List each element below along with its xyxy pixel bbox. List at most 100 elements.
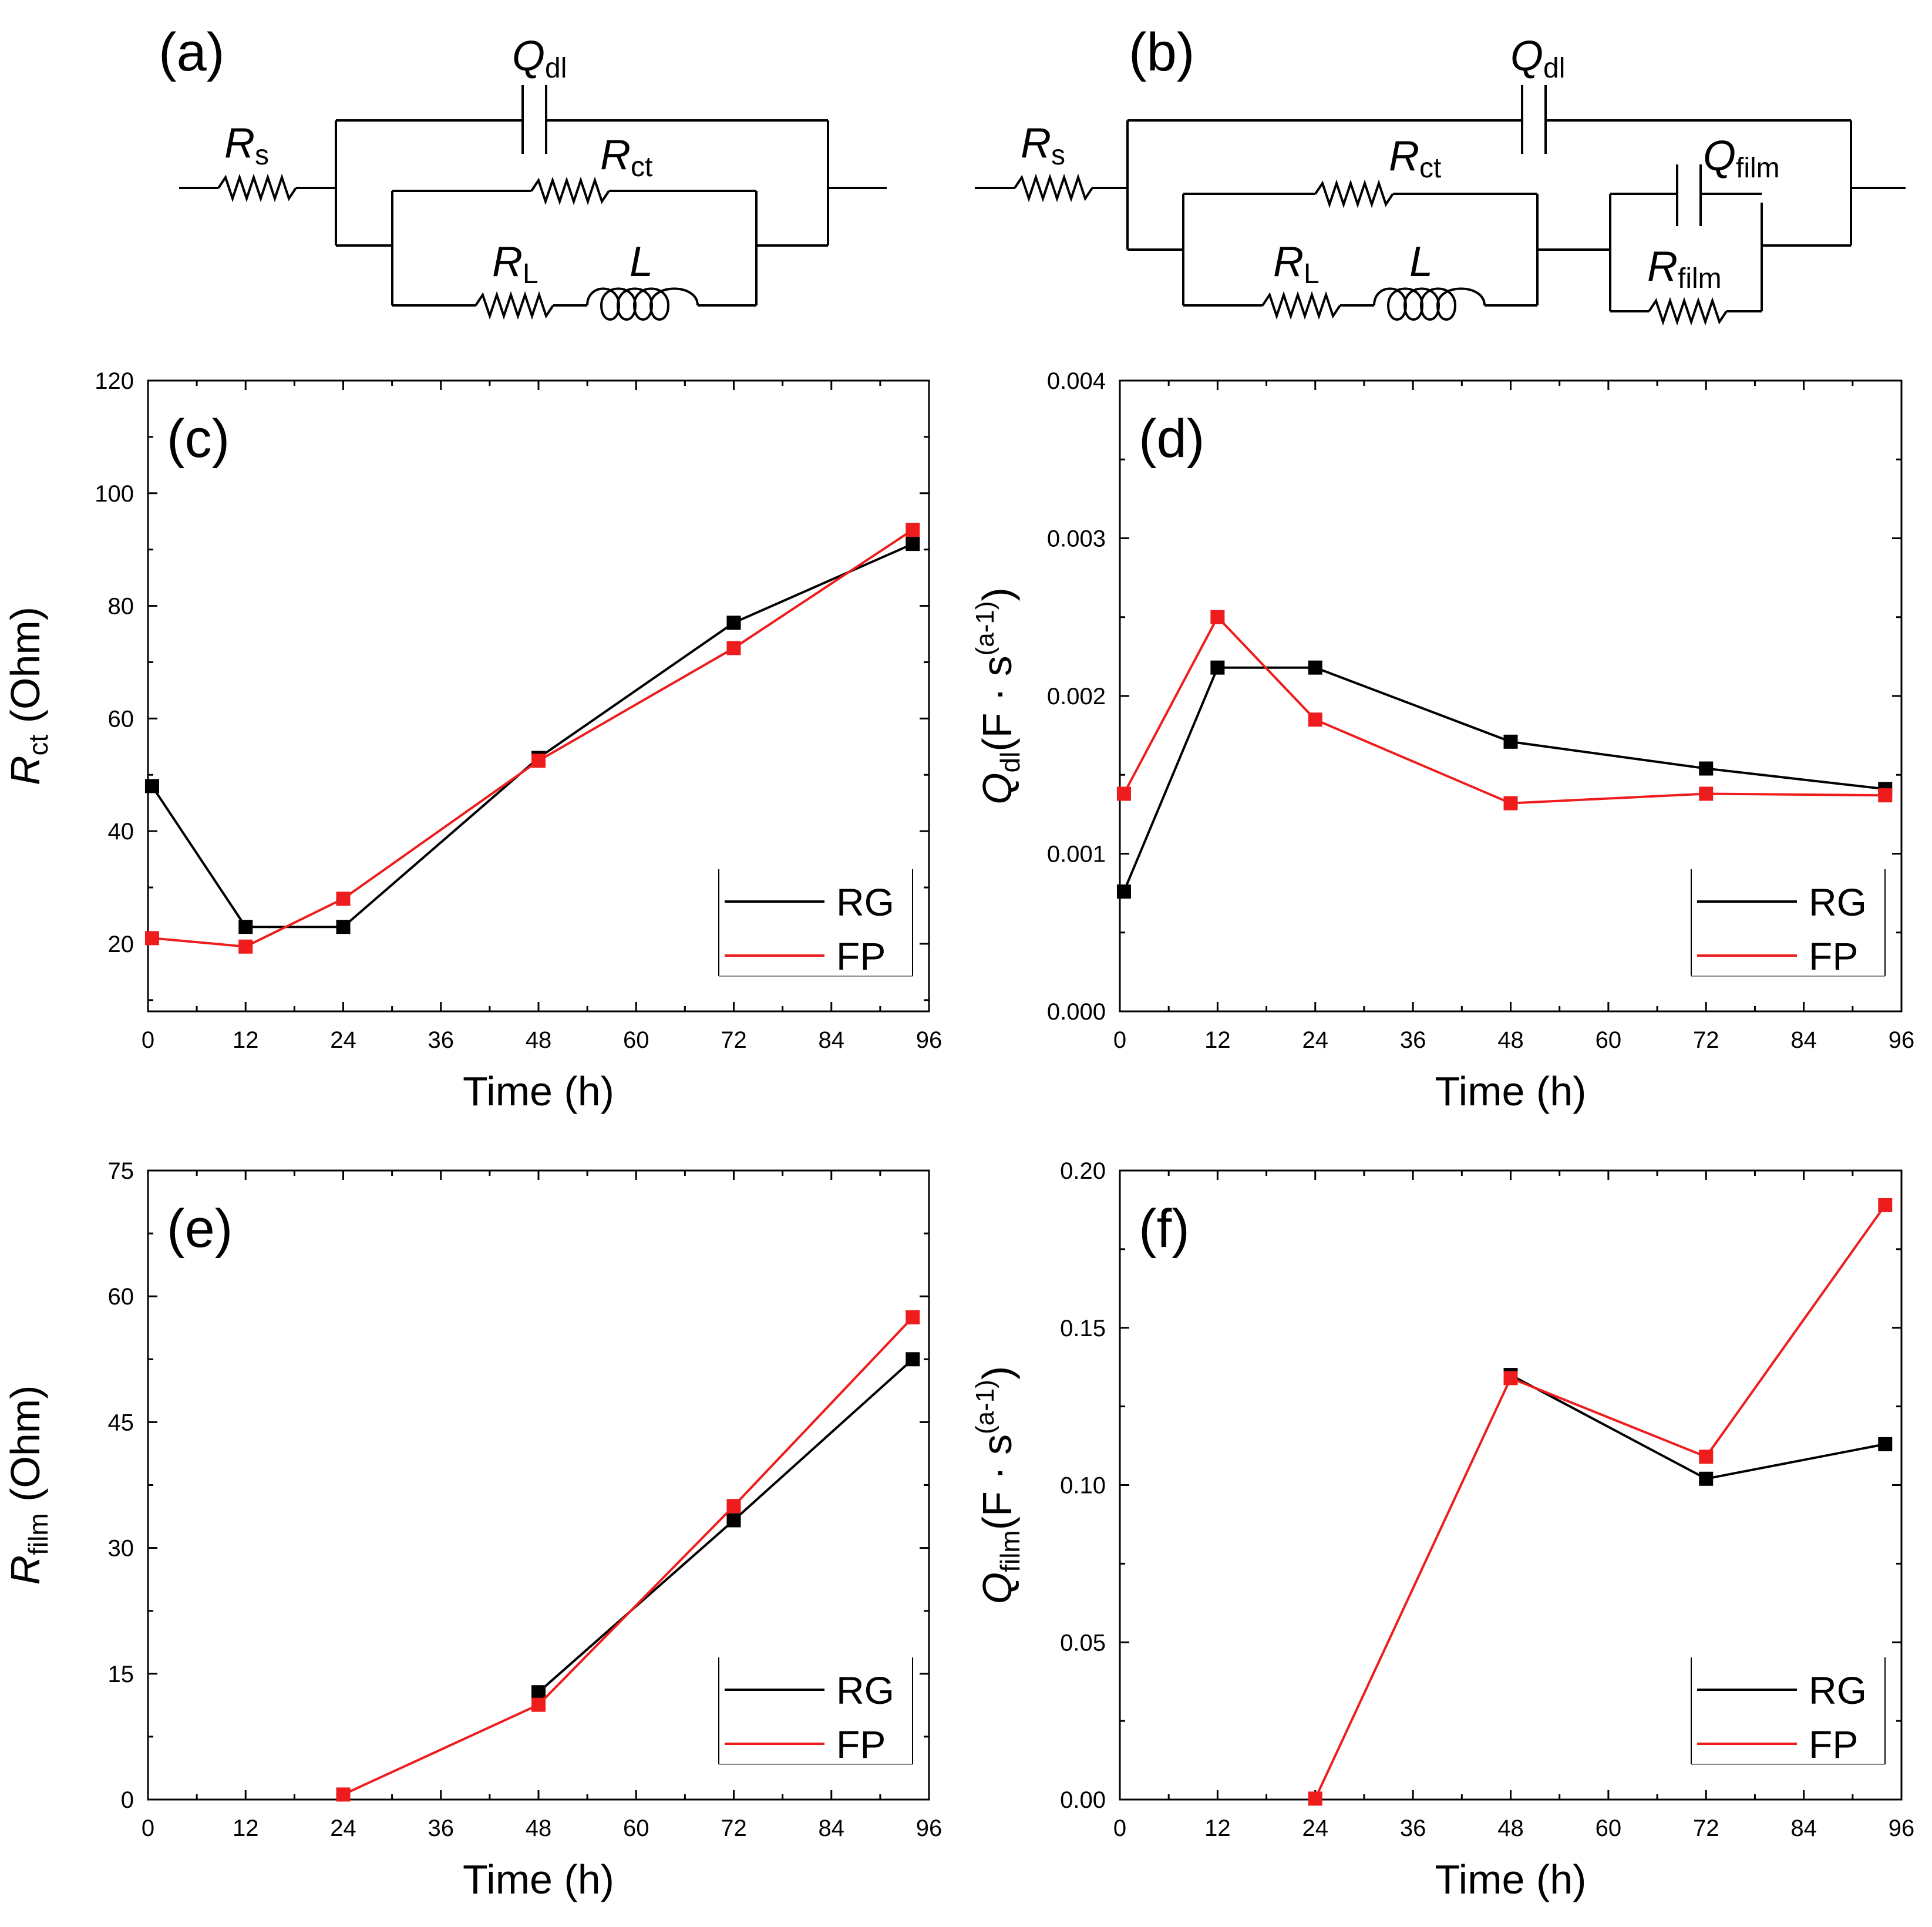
series-fp-point: [906, 1310, 920, 1324]
circuit-b-wire: [1127, 193, 1539, 305]
x-tick-label: 24: [330, 1027, 356, 1053]
circuit-a: (a) Rs Qdl Rct RL L: [159, 22, 887, 321]
chart-d-x-axis-label: Time (h): [1435, 1068, 1587, 1114]
legend-label-rg: RG: [836, 1669, 894, 1712]
chart-f: 0 12 24 36 48 60 72 84 96 0.00 0.05 0.10 0.15 0.20 (f)…: [971, 1158, 1914, 1902]
series-fp-line: [1314, 1204, 1886, 1800]
series-rg-point: [1699, 1471, 1714, 1486]
x-tick-label: 84: [1790, 1815, 1817, 1841]
circuit-b-rct-label: Rct: [1389, 133, 1441, 184]
series-rg-point: [906, 1352, 920, 1367]
y-tick-label: 0.05: [1060, 1630, 1106, 1656]
chart-e-x-axis-label: Time (h): [463, 1857, 614, 1902]
circuit-b-l-inductor: [1373, 287, 1486, 321]
y-tick-label: 60: [108, 706, 134, 732]
legend-label-fp: FP: [1809, 934, 1858, 978]
circuit-b-rct-resistor: [1314, 179, 1394, 208]
y-tick-label: 0.00: [1060, 1787, 1106, 1813]
chart-f-legend: RG FP: [1691, 1657, 1886, 1766]
circuit-a-l-label: L: [630, 238, 653, 285]
circuit-b-qfilm-capacitor: [1676, 164, 1702, 226]
circuit-a-wire: [336, 190, 828, 305]
circuit-b-rfilm-label: Rfilm: [1647, 243, 1722, 294]
chart-d: 0 12 24 36 48 60 72 84 96 0.000 0.001 0.002 0.003 0.0…: [971, 368, 1914, 1114]
x-tick-label: 24: [1302, 1815, 1329, 1841]
x-tick-label: 72: [1693, 1027, 1719, 1053]
legend-label-rg: RG: [1809, 1669, 1867, 1712]
circuit-a-qdl-label: Qdl: [512, 33, 567, 84]
x-tick-label: 72: [721, 1027, 747, 1053]
x-tick-label: 0: [142, 1815, 154, 1841]
x-tick-label: 48: [526, 1815, 552, 1841]
series-rg-point: [238, 920, 253, 934]
x-tick-label: 60: [623, 1027, 649, 1053]
series-rg-point: [1503, 734, 1518, 749]
x-tick-label: 48: [526, 1027, 552, 1053]
circuit-b-l-label: L: [1409, 238, 1433, 285]
circuit-b-rfilm-resistor: [1648, 297, 1728, 326]
chart-e-legend: RG FP: [718, 1657, 913, 1766]
series-fp-point: [1503, 796, 1518, 811]
circuit-a-rs-resistor: [217, 173, 297, 203]
circuit-a-qdl-capacitor: [521, 85, 547, 154]
circuit-a-rs-label: Rs: [224, 120, 269, 171]
series-fp-point: [1308, 712, 1322, 727]
x-tick-label: 12: [1204, 1027, 1231, 1053]
circuit-b: (b) Rs Qdl Rct RL L Qfilm Rfilm: [975, 22, 1906, 326]
x-tick-label: 84: [819, 1027, 845, 1053]
x-tick-label: 72: [721, 1815, 747, 1841]
series-fp-point: [726, 641, 741, 655]
circuit-a-rct-label: Rct: [600, 132, 652, 183]
x-tick-label: 48: [1497, 1027, 1524, 1053]
series-fp-point: [1308, 1791, 1322, 1806]
y-tick-label: 0.003: [1047, 526, 1106, 552]
x-tick-label: 60: [1596, 1027, 1622, 1053]
chart-e-y-axis-label: Rfilm (Ohm): [2, 1385, 53, 1585]
chart-d-panel-label: (d): [1139, 409, 1204, 469]
series-rg-point: [1116, 884, 1131, 899]
circuit-b-rs-resistor: [1014, 173, 1093, 203]
series-rg-line: [151, 543, 914, 929]
series-rg-point: [726, 1513, 741, 1528]
y-tick-label: 0: [121, 1787, 134, 1813]
chart-c: 0 12 24 36 48 60 72 84 96 20 40 60 80 100 120 (c) Time (…: [2, 368, 942, 1114]
y-tick-label: 0.20: [1060, 1158, 1106, 1184]
chart-c-legend: RG FP: [718, 869, 913, 978]
x-tick-label: 48: [1497, 1815, 1524, 1841]
x-tick-label: 96: [916, 1815, 943, 1841]
circuit-b-wire: [1183, 193, 1537, 307]
series-rg-point: [906, 537, 920, 551]
y-tick-label: 0.15: [1060, 1316, 1106, 1341]
circuit-a-rl-label: RL: [492, 238, 538, 290]
circuit-b-rl-label: RL: [1273, 238, 1320, 290]
series-fp-point: [531, 1697, 546, 1712]
legend-label-rg: RG: [836, 880, 894, 924]
series-fp-point: [726, 1499, 741, 1514]
series-fp-point: [1878, 788, 1893, 803]
x-tick-label: 36: [428, 1027, 455, 1053]
series-fp-point: [1699, 1450, 1714, 1464]
x-tick-label: 84: [1790, 1027, 1817, 1053]
chart-c-y-axis-label: Rct (Ohm): [2, 607, 53, 785]
y-tick-label: 0.000: [1047, 999, 1106, 1025]
x-tick-label: 24: [1302, 1027, 1329, 1053]
circuit-b-rl-resistor: [1261, 291, 1341, 320]
chart-d-legend: RG FP: [1691, 869, 1886, 978]
chart-c-panel-label: (c): [167, 409, 230, 469]
circuit-b-rs-label: Rs: [1021, 120, 1065, 171]
series-rg-point: [1878, 1437, 1893, 1451]
y-tick-label: 30: [108, 1536, 134, 1562]
series-fp-point: [1503, 1371, 1518, 1385]
series-rg-line: [537, 1358, 914, 1693]
x-tick-label: 60: [1596, 1815, 1622, 1841]
x-tick-label: 72: [1693, 1815, 1719, 1841]
circuit-b-wire: [1537, 193, 1763, 311]
series-fp-point: [336, 1787, 351, 1802]
legend-label-fp: FP: [836, 934, 886, 978]
x-tick-label: 60: [623, 1815, 649, 1841]
series-fp-line: [1123, 615, 1886, 805]
x-tick-label: 96: [1889, 1027, 1915, 1053]
series-rg-point: [336, 920, 351, 934]
